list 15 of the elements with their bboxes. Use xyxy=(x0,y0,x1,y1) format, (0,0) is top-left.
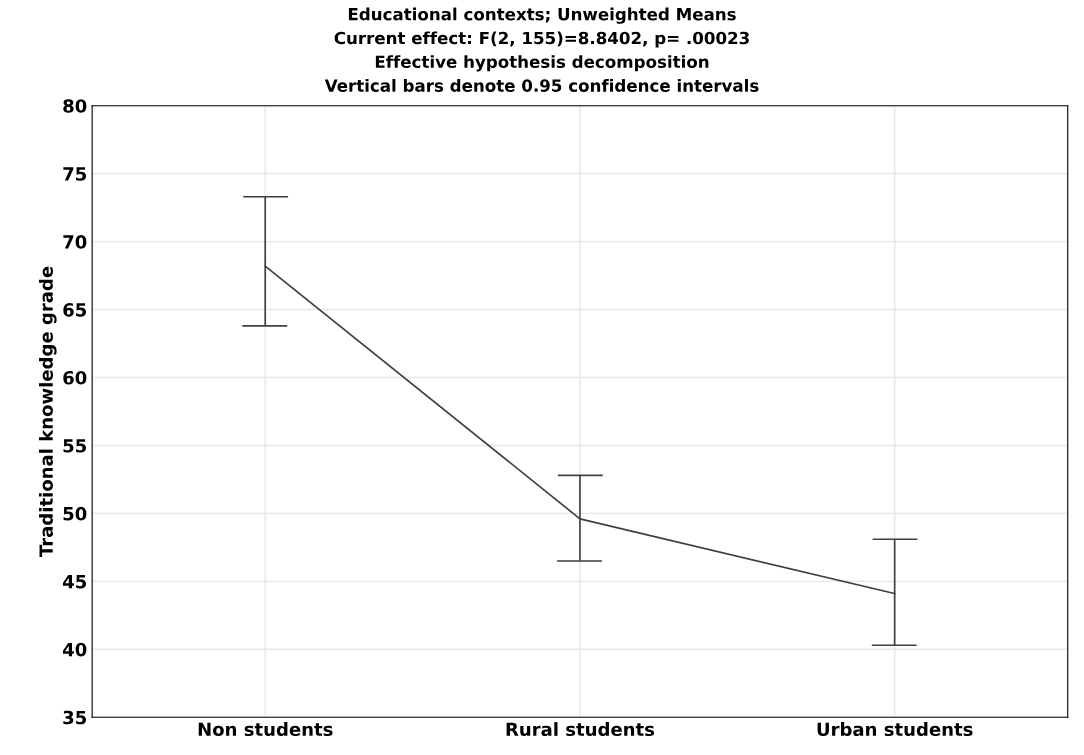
y-tick-label: 55 xyxy=(63,439,87,453)
x-tick-label: Urban students xyxy=(817,722,973,737)
y-tick-label: 80 xyxy=(63,99,87,113)
x-tick-label: Non students xyxy=(198,722,333,737)
chart-title: Educational contexts; Unweighted Means Current effect: F(2, 155)=8.8402, p= .00023 Effective hypothesis decomposition Vertical bars denote 0.95 confidence intervals xyxy=(324,7,759,92)
y-tick-label: 40 xyxy=(62,642,87,657)
y-tick-label: 35 xyxy=(63,710,87,725)
y-tick-label: 50 xyxy=(63,506,87,521)
x-tick-label: Rural students xyxy=(506,722,655,737)
y-tick-label: 75 xyxy=(63,167,87,181)
y-tick-label: 70 xyxy=(63,235,87,249)
y-tick-label: 65 xyxy=(63,303,87,317)
y-tick-label: 45 xyxy=(62,575,87,589)
y-tick-label: 60 xyxy=(63,370,87,385)
y-axis-title: Traditional knowledge grade xyxy=(38,266,57,557)
